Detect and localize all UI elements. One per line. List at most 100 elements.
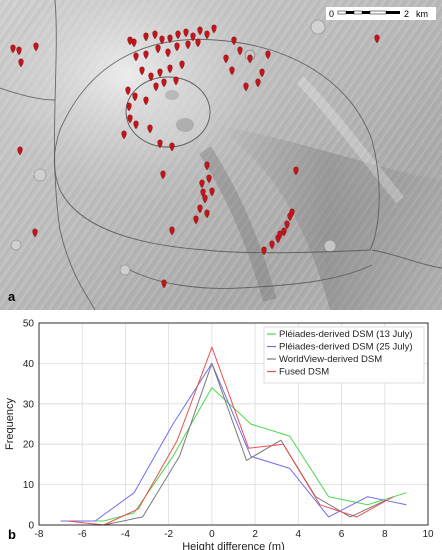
y-tick-label: 0 bbox=[28, 521, 34, 532]
y-tick-label: 40 bbox=[23, 359, 35, 370]
sample-point-marker bbox=[17, 146, 23, 156]
sample-point-marker bbox=[193, 215, 199, 225]
x-tick-label: -4 bbox=[121, 529, 130, 540]
legend-entry: Fused DSM bbox=[279, 367, 329, 378]
sample-point-marker bbox=[206, 174, 212, 184]
sample-point-marker bbox=[165, 48, 171, 58]
sample-point-marker bbox=[153, 82, 159, 92]
sample-point-marker bbox=[185, 40, 191, 50]
sample-point-marker bbox=[157, 68, 163, 78]
sample-point-marker bbox=[197, 26, 203, 36]
sample-point-marker bbox=[243, 82, 249, 92]
sample-point-marker bbox=[179, 60, 185, 70]
sample-point-marker bbox=[197, 204, 203, 214]
sample-point-marker bbox=[133, 52, 139, 62]
sample-point-marker bbox=[121, 130, 127, 140]
series-line bbox=[60, 362, 407, 522]
sample-point-marker bbox=[143, 96, 149, 106]
sample-point-marker bbox=[175, 30, 181, 40]
sample-point-marker bbox=[231, 36, 237, 46]
sample-point-marker bbox=[139, 66, 145, 76]
sample-point-marker bbox=[237, 46, 243, 56]
chart-panel: -8 -6 -4 -2 0 2 4 6 8 10 0 10 20 30 40 50 Height differ… bbox=[0, 312, 442, 550]
sample-point-marker bbox=[167, 64, 173, 74]
sample-point-marker bbox=[204, 30, 210, 40]
series-line bbox=[60, 387, 407, 522]
sample-point-marker bbox=[229, 66, 235, 76]
sample-point-marker bbox=[148, 72, 154, 82]
legend-entry: WorldView-derived DSM bbox=[279, 354, 382, 365]
sample-point-marker bbox=[211, 24, 217, 34]
y-tick-label: 10 bbox=[23, 480, 35, 491]
legend-entry: Pléiades-derived DSM (25 July) bbox=[279, 342, 413, 353]
sample-point-marker bbox=[126, 102, 132, 112]
sample-point-marker bbox=[127, 114, 133, 124]
sample-point-marker bbox=[169, 142, 175, 152]
x-axis-title: Height difference (m) bbox=[182, 541, 285, 550]
scale-bar-unit-label: km bbox=[416, 9, 428, 19]
scale-bar-end-label: 2 bbox=[404, 9, 409, 19]
legend-entry: Pléiades-derived DSM (13 July) bbox=[279, 329, 413, 340]
sample-point-marker bbox=[261, 246, 267, 256]
map-panel: 0 2 km a bbox=[0, 0, 442, 310]
x-tick-label: 6 bbox=[339, 529, 345, 540]
sample-point-marker bbox=[204, 161, 210, 171]
sample-point-marker bbox=[143, 50, 149, 60]
sample-point-marker bbox=[209, 187, 215, 197]
x-tick-label: -2 bbox=[164, 529, 173, 540]
sample-point-marker bbox=[190, 32, 196, 42]
tick-labels: -8 -6 -4 -2 0 2 4 6 8 10 0 10 20 30 40 50 bbox=[23, 319, 434, 541]
y-tick-label: 50 bbox=[23, 319, 35, 330]
sample-point-marker bbox=[147, 124, 153, 134]
sample-point-marker bbox=[32, 228, 38, 238]
sample-point-marker bbox=[277, 230, 283, 240]
x-tick-label: 0 bbox=[209, 529, 215, 540]
sample-point-marker bbox=[173, 76, 179, 86]
sample-point-marker bbox=[133, 120, 139, 130]
panel-a-label: a bbox=[8, 289, 16, 304]
sample-point-marker bbox=[143, 32, 149, 42]
sample-point-marker bbox=[289, 208, 295, 218]
sample-point-marker bbox=[10, 44, 16, 54]
x-tick-label: 2 bbox=[252, 529, 258, 540]
y-tick-label: 30 bbox=[23, 399, 35, 410]
sample-point-marker bbox=[132, 92, 138, 102]
sample-point-markers bbox=[10, 24, 380, 289]
sample-point-marker bbox=[183, 28, 189, 38]
sample-point-marker bbox=[202, 194, 208, 204]
sample-point-marker bbox=[269, 240, 275, 250]
sample-point-marker bbox=[155, 44, 161, 54]
sample-point-marker bbox=[195, 38, 201, 48]
sample-point-marker bbox=[374, 34, 380, 44]
height-difference-chart: -8 -6 -4 -2 0 2 4 6 8 10 0 10 20 30 40 50 Height differ… bbox=[0, 312, 442, 550]
sample-point-marker bbox=[161, 78, 167, 88]
legend-box bbox=[263, 326, 425, 384]
sample-point-marker bbox=[265, 50, 271, 60]
sample-point-marker bbox=[167, 34, 173, 44]
sample-point-marker bbox=[33, 42, 39, 52]
sample-point-marker bbox=[159, 35, 165, 45]
sample-point-marker bbox=[18, 58, 24, 68]
sample-point-marker bbox=[247, 54, 253, 64]
sample-point-marker bbox=[160, 170, 166, 180]
sample-point-marker bbox=[204, 209, 210, 219]
sample-point-marker bbox=[284, 220, 290, 230]
scale-bar: 0 2 km bbox=[326, 7, 436, 20]
sample-point-marker bbox=[293, 166, 299, 176]
series-lines bbox=[60, 346, 407, 526]
sample-point-marker bbox=[125, 86, 131, 96]
sample-point-marker bbox=[255, 78, 261, 88]
sample-point-marker bbox=[199, 179, 205, 189]
scale-bar-start-label: 0 bbox=[329, 9, 334, 19]
legend: Pléiades-derived DSM (13 July) Pléiades-d… bbox=[263, 326, 425, 384]
sample-point-marker bbox=[223, 54, 229, 64]
sample-point-marker bbox=[16, 46, 22, 56]
summit-crater bbox=[125, 76, 211, 148]
x-tick-label: -8 bbox=[35, 529, 44, 540]
sample-point-marker bbox=[259, 68, 265, 78]
sample-point-marker bbox=[200, 188, 206, 198]
plot-frame bbox=[38, 322, 429, 526]
y-tick-label: 20 bbox=[23, 440, 35, 451]
sample-point-marker bbox=[157, 139, 163, 149]
y-axis-title: Frequency bbox=[4, 398, 16, 450]
